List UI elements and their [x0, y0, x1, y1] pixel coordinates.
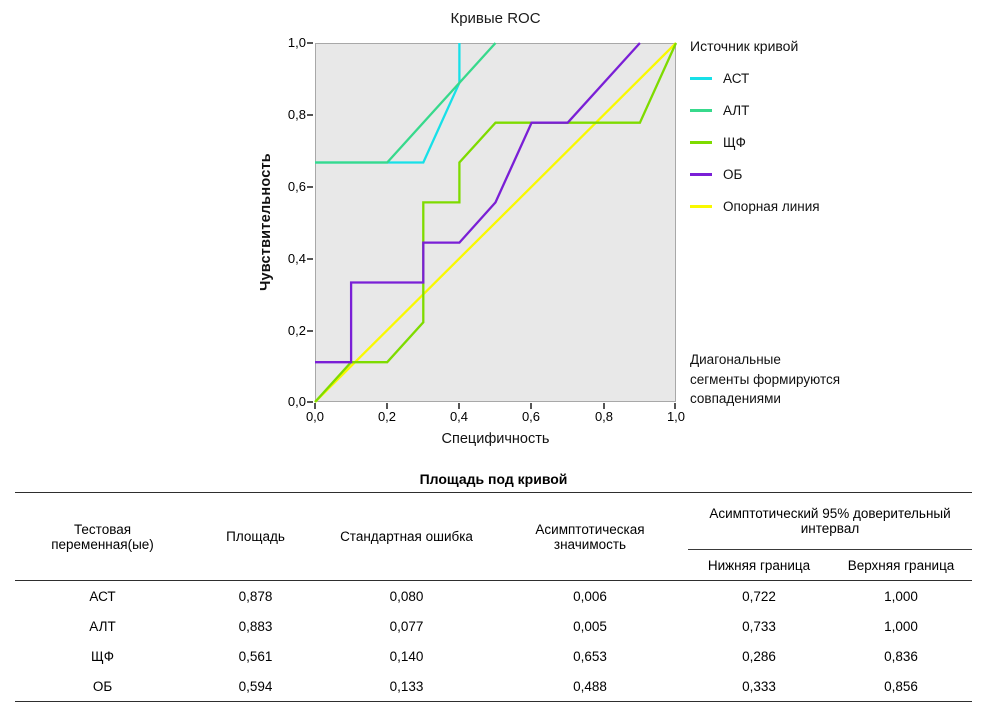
legend-item-ast: АСТ [690, 67, 920, 89]
cell-asymp-sig: 0,006 [573, 588, 607, 604]
table-row-ob: ОБ 0,594 0,133 0,488 0,333 0,856 [15, 671, 972, 702]
cell-asymp-sig: 0,005 [573, 618, 607, 634]
y-tick-label: 0,0 [287, 394, 306, 409]
header-asymp-sig: Асимптотическая значимость [535, 521, 645, 552]
header-ci-span: Асимптотический 95% доверительный интерв… [688, 492, 972, 550]
cell-area: 0,561 [238, 648, 273, 664]
y-tick-label: 0,8 [287, 107, 306, 122]
x-tick-label: 0,6 [521, 409, 541, 424]
legend-label: АЛТ [723, 102, 750, 118]
cell-ci-lower: 0,722 [742, 588, 776, 604]
line-swatch-icon [690, 108, 712, 112]
line-swatch-icon [690, 204, 712, 208]
cell-ci-lower: 0,286 [742, 648, 776, 664]
cell-std-error: 0,077 [389, 618, 424, 634]
legend-title: Источник кривой [690, 38, 799, 54]
cell-std-error: 0,080 [389, 588, 424, 604]
legend-item-ob: ОБ [690, 163, 920, 185]
cell-ci-lower: 0,333 [742, 678, 776, 694]
annotation-line: совпадениями [690, 391, 781, 406]
cell-std-error: 0,133 [389, 678, 424, 694]
y-tick-mark [307, 330, 313, 332]
cell-area: 0,883 [238, 618, 273, 634]
x-tick-mark [530, 403, 532, 409]
cell-test-variable: ОБ [92, 678, 113, 694]
y-tick-mark [307, 186, 313, 188]
x-tick-label: 1,0 [666, 409, 686, 424]
cell-test-variable: ЩФ [91, 648, 114, 664]
legend-label: ОБ [723, 166, 743, 182]
legend-label: ЩФ [723, 134, 746, 150]
table-title: Площадь под кривой [419, 471, 568, 487]
roc-curve-ОБ [315, 42, 641, 364]
legend-item-schf: ЩФ [690, 131, 920, 153]
cell-asymp-sig: 0,653 [573, 648, 607, 664]
roc-plot-area [314, 42, 678, 403]
chart-annotation: Диагональные сегменты формируются совпад… [690, 350, 900, 409]
roc-curve-Опорная линия [314, 42, 677, 403]
cell-std-error: 0,140 [389, 648, 424, 664]
line-swatch-icon [690, 172, 712, 176]
legend-item-reference: Опорная линия [690, 195, 920, 217]
table-row-schf: ЩФ 0,561 0,140 0,653 0,286 0,836 [15, 641, 972, 671]
header-ci-lower: Нижняя граница [707, 557, 811, 573]
y-tick-label: 0,6 [287, 179, 306, 194]
auc-section: Площадь под кривой Тестовая переменная(ы… [15, 471, 972, 702]
legend-label: Опорная линия [723, 198, 820, 214]
line-swatch-icon [690, 140, 712, 144]
y-tick-mark [307, 114, 313, 116]
cell-ci-upper: 0,856 [884, 678, 918, 694]
cell-asymp-sig: 0,488 [573, 678, 607, 694]
x-tick-mark [674, 403, 676, 409]
x-tick-mark [386, 403, 388, 409]
cell-area: 0,878 [238, 588, 273, 604]
y-axis-label: Чувствительность [258, 153, 274, 291]
cell-ci-upper: 0,836 [884, 648, 918, 664]
y-tick-mark [307, 401, 313, 403]
y-tick-mark [307, 42, 313, 44]
x-tick-label: 0,0 [305, 409, 325, 424]
x-tick-mark [603, 403, 605, 409]
chart-legend: Источник кривой АСТ АЛТ ЩФ ОБ Опорная ли… [690, 38, 920, 227]
annotation-line: Диагональные [690, 352, 781, 367]
cell-test-variable: АЛТ [89, 618, 116, 634]
auc-table: Тестовая переменная(ые) Площадь Стандарт… [15, 492, 972, 702]
x-tick-label: 0,8 [594, 409, 614, 424]
cell-ci-upper: 1,000 [884, 618, 918, 634]
header-std-error: Стандартная ошибка [340, 529, 473, 544]
x-tick-label: 0,4 [449, 409, 469, 424]
cell-test-variable: АСТ [89, 588, 116, 604]
y-tick-label: 0,2 [287, 323, 306, 338]
x-tick-mark [314, 403, 316, 409]
cell-ci-lower: 0,733 [742, 618, 776, 634]
table-row-alt: АЛТ 0,883 0,077 0,005 0,733 1,000 [15, 611, 972, 641]
x-axis-label: Специфичность [441, 431, 550, 447]
line-swatch-icon [690, 76, 712, 80]
cell-ci-upper: 1,000 [884, 588, 918, 604]
chart-title: Кривые ROC [450, 10, 541, 27]
header-test-variable: Тестовая переменная(ые) [51, 521, 154, 552]
table-row-ast: АСТ 0,878 0,080 0,006 0,722 1,000 [15, 581, 972, 612]
roc-curve-АЛТ [315, 42, 497, 164]
roc-curve-АСТ [315, 43, 461, 164]
legend-item-alt: АЛТ [690, 99, 920, 121]
y-tick-label: 0,4 [287, 251, 306, 266]
y-tick-label: 1,0 [287, 35, 306, 50]
cell-area: 0,594 [238, 678, 273, 694]
roc-curves-svg [314, 42, 678, 403]
header-area: Площадь [226, 529, 285, 544]
x-tick-label: 0,2 [377, 409, 397, 424]
header-ci-upper: Верхняя граница [847, 557, 955, 573]
annotation-line: сегменты формируются [690, 371, 841, 387]
x-tick-mark [458, 403, 460, 409]
y-tick-mark [307, 258, 313, 260]
legend-label: АСТ [723, 70, 750, 86]
